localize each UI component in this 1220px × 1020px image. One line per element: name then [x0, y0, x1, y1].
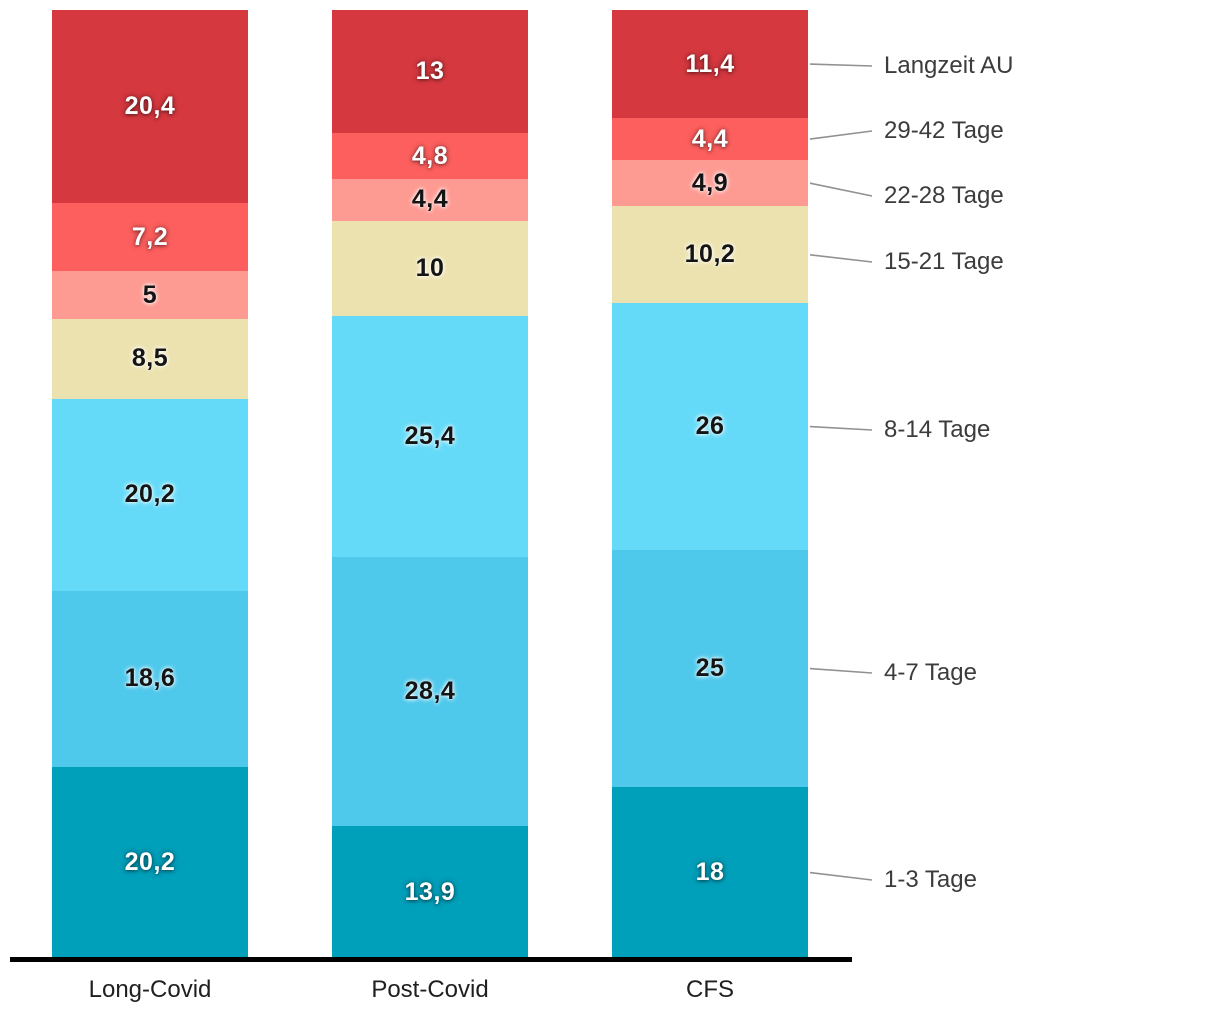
bar-segment: 10: [332, 220, 528, 316]
connector-line: [809, 182, 873, 197]
bar-segment: 18,6: [52, 590, 248, 767]
bar-segment: 26: [612, 303, 808, 550]
segment-value-label: 13: [415, 57, 445, 86]
connector-line: [809, 130, 873, 140]
segment-value-label: 28,4: [404, 676, 456, 705]
bar-segment: 18: [612, 787, 808, 958]
bar-segment: 7,2: [52, 203, 248, 272]
legend-label: 29-42 Tage: [884, 117, 1004, 144]
segment-value-label: 11,4: [685, 49, 735, 78]
bar-segment: 4,8: [332, 133, 528, 179]
segment-value-label: 4,8: [411, 141, 449, 170]
bar-column-cfs: 11,4 4,4 4,9 10,2 26 25 18: [612, 10, 808, 958]
segment-value-label: 7,2: [131, 222, 169, 251]
connector-line: [809, 63, 873, 67]
connector-line: [809, 254, 873, 263]
segment-value-label: 5: [142, 280, 158, 309]
segment-value-label: 10: [415, 253, 445, 282]
segment-value-label: 25,4: [404, 421, 456, 450]
category-axis-label: CFS: [686, 976, 734, 1003]
segment-value-label: 4,4: [411, 185, 449, 214]
bar-segment: 11,4: [612, 10, 808, 119]
segment-value-label: 20,2: [124, 480, 176, 509]
bar-segment: 5: [52, 271, 248, 319]
legend-label: Langzeit AU: [884, 52, 1014, 79]
bar-segment: 4,4: [612, 118, 808, 160]
legend-label: 4-7 Tage: [884, 659, 977, 686]
bar-segment: 4,9: [612, 159, 808, 207]
segment-value-label: 4,4: [691, 124, 729, 153]
bar-segment: 13: [332, 10, 528, 134]
connector-line: [809, 425, 873, 431]
legend-label: 1-3 Tage: [884, 866, 977, 893]
legend-label: 8-14 Tage: [884, 416, 991, 443]
segment-value-label: 4,9: [691, 168, 729, 197]
bar-segment: 20,2: [52, 766, 248, 958]
bar-segment: 20,2: [52, 399, 248, 591]
bar-segment: 13,9: [332, 826, 528, 958]
connector-line: [809, 667, 873, 674]
bar-column-long-covid: 20,4 7,2 5 8,5 20,2 18,6 20,2: [52, 10, 248, 958]
segment-value-label: 10,2: [684, 240, 736, 269]
segment-value-label: 25: [695, 654, 725, 683]
bar-segment: 4,4: [332, 178, 528, 221]
category-axis-label: Long-Covid: [88, 976, 212, 1003]
bar-segment: 28,4: [332, 556, 528, 827]
segment-value-label: 26: [695, 412, 725, 441]
segment-value-label: 20,4: [124, 92, 176, 121]
segment-value-label: 18: [695, 858, 725, 887]
bar-segment: 25: [612, 549, 808, 788]
bar-segment: 8,5: [52, 318, 248, 400]
segment-value-label: 13,9: [404, 877, 456, 906]
legend-label: 15-21 Tage: [884, 248, 1004, 275]
bar-segment: 20,4: [52, 10, 248, 204]
segment-value-label: 8,5: [131, 344, 169, 373]
connector-line: [809, 871, 873, 881]
bar-column-post-covid: 13 4,8 4,4 10 25,4 28,4 13,9: [332, 10, 528, 958]
segment-value-label: 20,2: [124, 847, 176, 876]
legend-label: 22-28 Tage: [884, 182, 1004, 209]
segment-value-label: 18,6: [124, 664, 176, 693]
category-axis-label: Post-Covid: [371, 976, 489, 1003]
baseline-axis: [10, 957, 852, 962]
bar-segment: 25,4: [332, 315, 528, 557]
bar-segment: 10,2: [612, 206, 808, 304]
